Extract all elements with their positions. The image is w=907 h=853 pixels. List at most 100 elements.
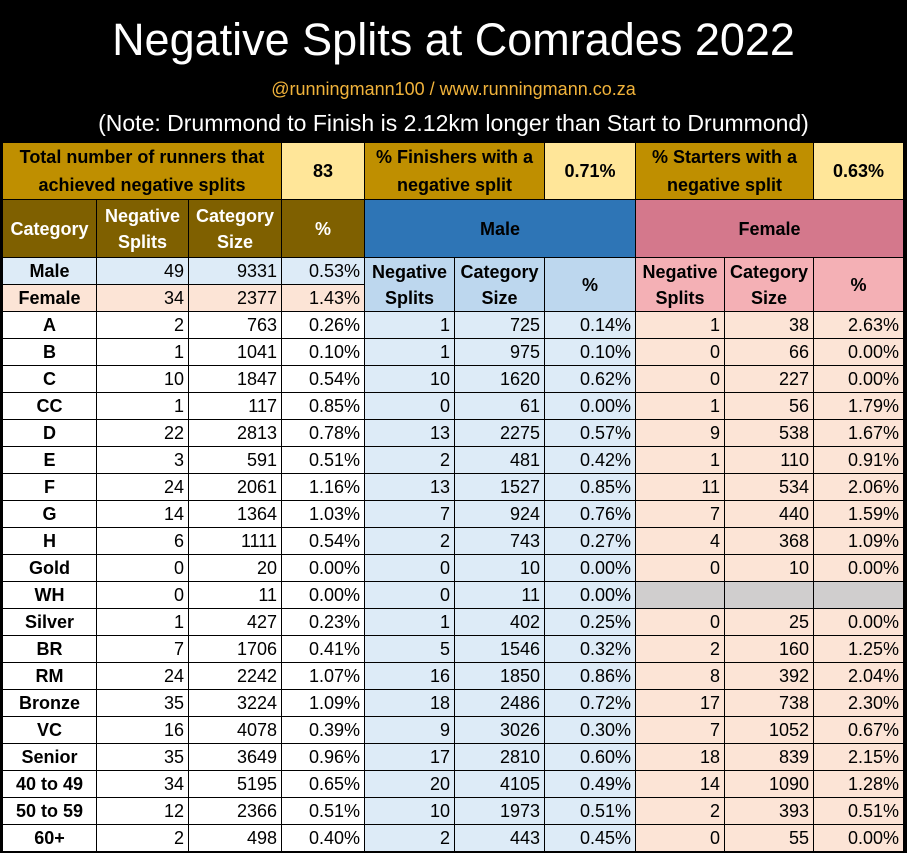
gender-neg: 34	[96, 284, 189, 312]
neg-splits-cell: 24	[96, 473, 189, 501]
category-cell: WH	[2, 581, 97, 609]
female-size-cell: 1090	[724, 770, 814, 798]
category-size-cell: 5195	[188, 770, 282, 798]
male-neg-cell: 5	[364, 635, 455, 663]
category-cell: C	[2, 365, 97, 393]
category-cell: D	[2, 419, 97, 447]
male-size-cell: 61	[454, 392, 545, 420]
category-size-cell: 3649	[188, 743, 282, 771]
col-category: Category	[2, 199, 97, 258]
female-neg-cell: 4	[635, 527, 725, 555]
pct-cell: 0.00%	[281, 581, 365, 609]
gender-size: 2377	[188, 284, 282, 312]
female-pct-cell: 0.00%	[813, 608, 904, 636]
male-pct-cell: 0.51%	[544, 797, 636, 825]
category-size-cell: 11	[188, 581, 282, 609]
male-pct-cell: 0.45%	[544, 824, 636, 852]
female-pct-header: %	[813, 257, 904, 312]
neg-splits-cell: 35	[96, 689, 189, 717]
pct-cell: 1.16%	[281, 473, 365, 501]
male-neg-cell: 2	[364, 824, 455, 852]
male-size-cell: 743	[454, 527, 545, 555]
male-pct-cell: 0.30%	[544, 716, 636, 744]
male-pct-cell: 0.85%	[544, 473, 636, 501]
female-pct-cell: 1.09%	[813, 527, 904, 555]
female-size-cell: 538	[724, 419, 814, 447]
female-category-size-header: Category Size	[724, 257, 814, 312]
pct-cell: 0.96%	[281, 743, 365, 771]
female-size-cell: 38	[724, 311, 814, 339]
male-neg-cell: 17	[364, 743, 455, 771]
female-pct-cell: 0.00%	[813, 365, 904, 393]
male-neg-cell: 13	[364, 473, 455, 501]
table-row: 50 to 59 12 2366 0.51% 10 1973 0.51% 2 393 0.51%	[2, 797, 904, 825]
page-subtitle: @runningmann100 / www.runningmann.co.za	[271, 79, 636, 99]
male-size-cell: 1527	[454, 473, 545, 501]
female-size-cell	[724, 581, 814, 609]
male-neg-cell: 2	[364, 446, 455, 474]
gender-row-male: Male 49 9331 0.53% Negative Splits Categ…	[2, 257, 904, 312]
gender-pct: 0.53%	[281, 257, 365, 285]
male-section-header: Male	[364, 199, 636, 258]
male-neg-cell: 9	[364, 716, 455, 744]
header: Negative Splits at Comrades 2022 @runnin…	[0, 0, 907, 142]
pct-cell: 0.51%	[281, 797, 365, 825]
male-neg-cell: 0	[364, 554, 455, 582]
table-row: F 24 2061 1.16% 13 1527 0.85% 11 534 2.06%	[2, 473, 904, 501]
male-size-cell: 4105	[454, 770, 545, 798]
male-size-cell: 924	[454, 500, 545, 528]
gender-size: 9331	[188, 257, 282, 285]
female-size-cell: 227	[724, 365, 814, 393]
category-cell: RM	[2, 662, 97, 690]
male-size-cell: 2810	[454, 743, 545, 771]
pct-cell: 0.51%	[281, 446, 365, 474]
female-pct-cell: 0.00%	[813, 824, 904, 852]
finishers-pct-label: % Finishers with a negative split	[364, 142, 545, 200]
category-cell: A	[2, 311, 97, 339]
neg-splits-cell: 14	[96, 500, 189, 528]
neg-splits-cell: 16	[96, 716, 189, 744]
category-cell: E	[2, 446, 97, 474]
table-row: G 14 1364 1.03% 7 924 0.76% 7 440 1.59%	[2, 500, 904, 528]
female-pct-cell: 2.30%	[813, 689, 904, 717]
pct-cell: 0.41%	[281, 635, 365, 663]
female-pct-cell: 1.28%	[813, 770, 904, 798]
female-size-cell: 393	[724, 797, 814, 825]
female-neg-cell: 0	[635, 338, 725, 366]
category-size-cell: 2061	[188, 473, 282, 501]
female-neg-cell: 9	[635, 419, 725, 447]
category-size-cell: 2366	[188, 797, 282, 825]
male-pct-cell: 0.60%	[544, 743, 636, 771]
male-neg-cell: 1	[364, 608, 455, 636]
female-pct-cell: 0.00%	[813, 554, 904, 582]
female-neg-cell: 14	[635, 770, 725, 798]
pct-cell: 0.54%	[281, 527, 365, 555]
neg-splits-cell: 22	[96, 419, 189, 447]
female-neg-cell: 1	[635, 446, 725, 474]
neg-splits-cell: 2	[96, 311, 189, 339]
male-size-cell: 402	[454, 608, 545, 636]
pct-cell: 0.39%	[281, 716, 365, 744]
male-size-cell: 481	[454, 446, 545, 474]
table-row: C 10 1847 0.54% 10 1620 0.62% 0 227 0.00%	[2, 365, 904, 393]
female-pct-cell: 1.59%	[813, 500, 904, 528]
male-size-cell: 1973	[454, 797, 545, 825]
female-neg-cell: 11	[635, 473, 725, 501]
female-neg-cell: 1	[635, 392, 725, 420]
table-row: H 6 1111 0.54% 2 743 0.27% 4 368 1.09%	[2, 527, 904, 555]
male-size-cell: 2486	[454, 689, 545, 717]
pct-cell: 1.03%	[281, 500, 365, 528]
female-pct-cell	[813, 581, 904, 609]
female-size-cell: 66	[724, 338, 814, 366]
female-section-header: Female	[635, 199, 904, 258]
female-neg-cell: 0	[635, 554, 725, 582]
pct-cell: 0.40%	[281, 824, 365, 852]
category-cell: 60+	[2, 824, 97, 852]
male-size-cell: 10	[454, 554, 545, 582]
col-category-size: Category Size	[188, 199, 282, 258]
female-size-cell: 1052	[724, 716, 814, 744]
female-pct-cell: 2.06%	[813, 473, 904, 501]
female-size-cell: 839	[724, 743, 814, 771]
male-pct-cell: 0.57%	[544, 419, 636, 447]
male-pct-cell: 0.62%	[544, 365, 636, 393]
